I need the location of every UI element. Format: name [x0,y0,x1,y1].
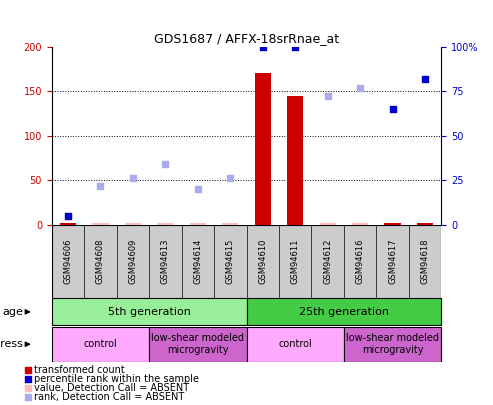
Point [25,367,33,373]
Text: GSM94611: GSM94611 [291,239,300,284]
Text: transformed count: transformed count [34,365,124,375]
Bar [190,223,206,225]
Point [226,175,234,182]
Bar [246,298,441,326]
Text: GSM94616: GSM94616 [355,239,365,284]
Bar [417,223,433,225]
Point [324,93,332,100]
Point [388,106,396,112]
Bar [319,223,336,225]
Text: GSM94613: GSM94613 [161,239,170,284]
Title: GDS1687 / AFFX-18srRnae_at: GDS1687 / AFFX-18srRnae_at [154,32,339,45]
Point [25,376,33,382]
Text: 5th generation: 5th generation [107,307,191,317]
Text: control: control [84,339,117,349]
Bar [60,223,76,225]
Text: GSM94615: GSM94615 [226,239,235,284]
Text: GSM94608: GSM94608 [96,239,105,284]
Text: rank, Detection Call = ABSENT: rank, Detection Call = ABSENT [34,392,184,402]
Point [259,43,267,50]
Text: 25th generation: 25th generation [299,307,389,317]
Text: GSM94618: GSM94618 [421,239,429,284]
Point [129,175,137,182]
Point [421,75,429,82]
Point [25,394,33,401]
Text: GSM94614: GSM94614 [193,239,202,284]
Bar [52,327,149,362]
Text: value, Detection Call = ABSENT: value, Detection Call = ABSENT [34,383,189,393]
Bar [287,96,303,225]
Bar [222,223,239,225]
Point [25,385,33,392]
Text: GSM94609: GSM94609 [128,239,138,284]
Bar [385,223,401,225]
Bar [254,73,271,225]
Bar [344,327,441,362]
Text: GSM94612: GSM94612 [323,239,332,284]
Bar [149,327,246,362]
Text: low-shear modeled
microgravity: low-shear modeled microgravity [346,333,439,355]
Text: GSM94606: GSM94606 [64,239,72,284]
Point [64,213,72,219]
Bar [246,327,344,362]
Text: age: age [2,307,23,317]
Bar [125,223,141,225]
Point [161,161,169,167]
Text: GSM94610: GSM94610 [258,239,267,284]
Text: GSM94617: GSM94617 [388,239,397,284]
Bar [92,223,108,225]
Bar [352,223,368,225]
Point [291,43,299,50]
Text: control: control [279,339,312,349]
Point [356,84,364,91]
Point [97,182,105,189]
Text: stress: stress [0,339,23,349]
Text: percentile rank within the sample: percentile rank within the sample [34,374,199,384]
Text: low-shear modeled
microgravity: low-shear modeled microgravity [151,333,245,355]
Bar [52,298,246,326]
Point [194,186,202,192]
Bar [157,223,174,225]
